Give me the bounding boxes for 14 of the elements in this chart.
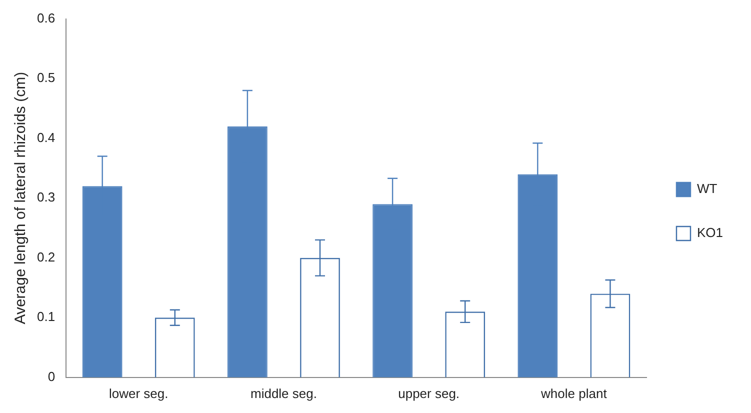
y-tick-label: 0.5 bbox=[36, 70, 56, 86]
legend-label: WT bbox=[696, 181, 718, 196]
y-axis-title: Average length of lateral rhizoids (cm) bbox=[12, 72, 30, 324]
y-tick-label: 0 bbox=[48, 368, 56, 384]
x-tick-label: whole plant bbox=[540, 386, 608, 401]
x-tick-label: upper seg. bbox=[398, 386, 460, 401]
y-tick-label: 0.6 bbox=[36, 10, 56, 26]
legend-label: KO1 bbox=[696, 225, 724, 240]
y-tick-label: 0.3 bbox=[36, 190, 56, 205]
y-tick-label: 0.4 bbox=[36, 130, 56, 145]
x-tick-label: middle seg. bbox=[250, 386, 317, 401]
y-tick-label: 0.1 bbox=[36, 309, 56, 324]
y-tick-label: 0.2 bbox=[36, 249, 56, 264]
x-tick-label: lower seg. bbox=[109, 386, 168, 401]
